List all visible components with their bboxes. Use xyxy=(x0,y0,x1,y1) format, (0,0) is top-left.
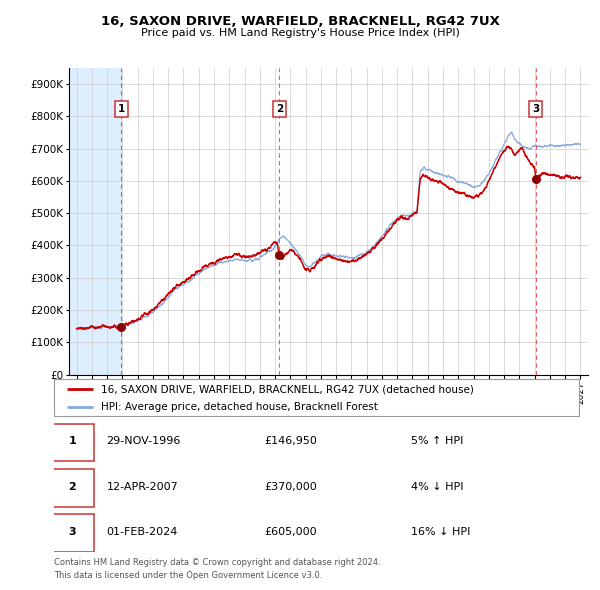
Text: 3: 3 xyxy=(68,527,76,537)
Text: £605,000: £605,000 xyxy=(264,527,317,537)
FancyBboxPatch shape xyxy=(50,514,94,552)
Text: 16, SAXON DRIVE, WARFIELD, BRACKNELL, RG42 7UX: 16, SAXON DRIVE, WARFIELD, BRACKNELL, RG… xyxy=(101,15,499,28)
FancyBboxPatch shape xyxy=(50,470,94,506)
FancyBboxPatch shape xyxy=(50,424,94,461)
Text: 1: 1 xyxy=(68,437,76,447)
Text: 4% ↓ HPI: 4% ↓ HPI xyxy=(411,481,464,491)
Bar xyxy=(69,68,121,375)
Text: 5% ↑ HPI: 5% ↑ HPI xyxy=(411,437,463,447)
Text: 3: 3 xyxy=(532,104,539,114)
Text: HPI: Average price, detached house, Bracknell Forest: HPI: Average price, detached house, Brac… xyxy=(101,402,378,412)
Text: 01-FEB-2024: 01-FEB-2024 xyxy=(107,527,178,537)
Text: 2: 2 xyxy=(276,104,283,114)
Text: 16% ↓ HPI: 16% ↓ HPI xyxy=(411,527,470,537)
Text: 1: 1 xyxy=(118,104,125,114)
Text: Price paid vs. HM Land Registry's House Price Index (HPI): Price paid vs. HM Land Registry's House … xyxy=(140,28,460,38)
Text: £146,950: £146,950 xyxy=(264,437,317,447)
FancyBboxPatch shape xyxy=(54,379,579,416)
Text: Contains HM Land Registry data © Crown copyright and database right 2024.: Contains HM Land Registry data © Crown c… xyxy=(54,558,380,566)
Text: 12-APR-2007: 12-APR-2007 xyxy=(107,481,178,491)
Text: 29-NOV-1996: 29-NOV-1996 xyxy=(107,437,181,447)
Text: £370,000: £370,000 xyxy=(264,481,317,491)
Text: 2: 2 xyxy=(68,481,76,491)
Text: This data is licensed under the Open Government Licence v3.0.: This data is licensed under the Open Gov… xyxy=(54,571,322,579)
Text: 16, SAXON DRIVE, WARFIELD, BRACKNELL, RG42 7UX (detached house): 16, SAXON DRIVE, WARFIELD, BRACKNELL, RG… xyxy=(101,384,474,394)
